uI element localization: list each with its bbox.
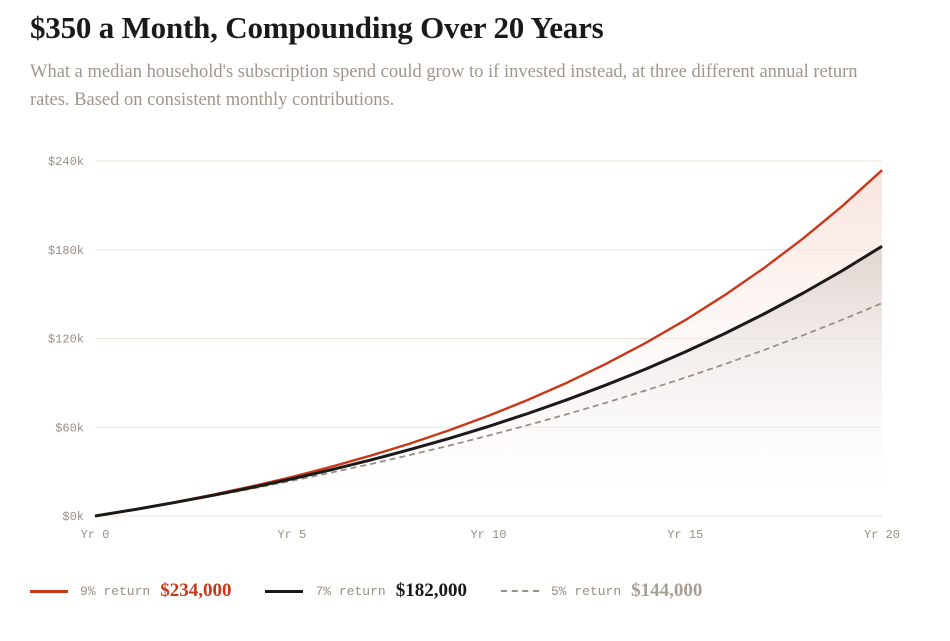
legend-item-9pct: 9% return $234,000: [30, 580, 231, 602]
y-tick-label: $120k: [48, 333, 84, 347]
legend-value: $144,000: [631, 580, 703, 601]
chart-subtitle: What a median household's subscription s…: [30, 62, 858, 110]
y-tick-label: $240k: [48, 155, 84, 169]
x-tick-label: Yr 0: [81, 528, 110, 542]
legend-value: $234,000: [160, 580, 232, 601]
legend: 9% return $234,000 7% return $182,000 5%…: [30, 580, 736, 602]
legend-value: $182,000: [395, 580, 467, 601]
chart-title: $350 a Month, Compounding Over 20 Years: [30, 10, 604, 45]
area-7pct: [95, 246, 882, 517]
legend-label: 9% return: [80, 583, 151, 599]
legend-item-7pct: 7% return $182,000: [265, 580, 467, 602]
legend-label: 5% return: [550, 583, 622, 599]
legend-item-5pct: 5% return $144,000: [500, 580, 703, 602]
x-tick-label: Yr 5: [277, 528, 306, 542]
legend-swatch-9pct: [30, 589, 68, 593]
legend-swatch-5pct: [500, 590, 539, 592]
legend-label: 7% return: [315, 583, 386, 599]
x-tick-label: Yr 20: [864, 528, 900, 542]
y-tick-label: $0k: [62, 510, 84, 524]
x-tick-label: Yr 15: [667, 528, 703, 542]
x-tick-label: Yr 10: [470, 528, 506, 542]
legend-swatch-7pct: [265, 589, 304, 593]
y-tick-label: $60k: [55, 421, 84, 435]
series-line-7pct: [94, 245, 883, 518]
y-tick-label: $180k: [48, 244, 84, 258]
